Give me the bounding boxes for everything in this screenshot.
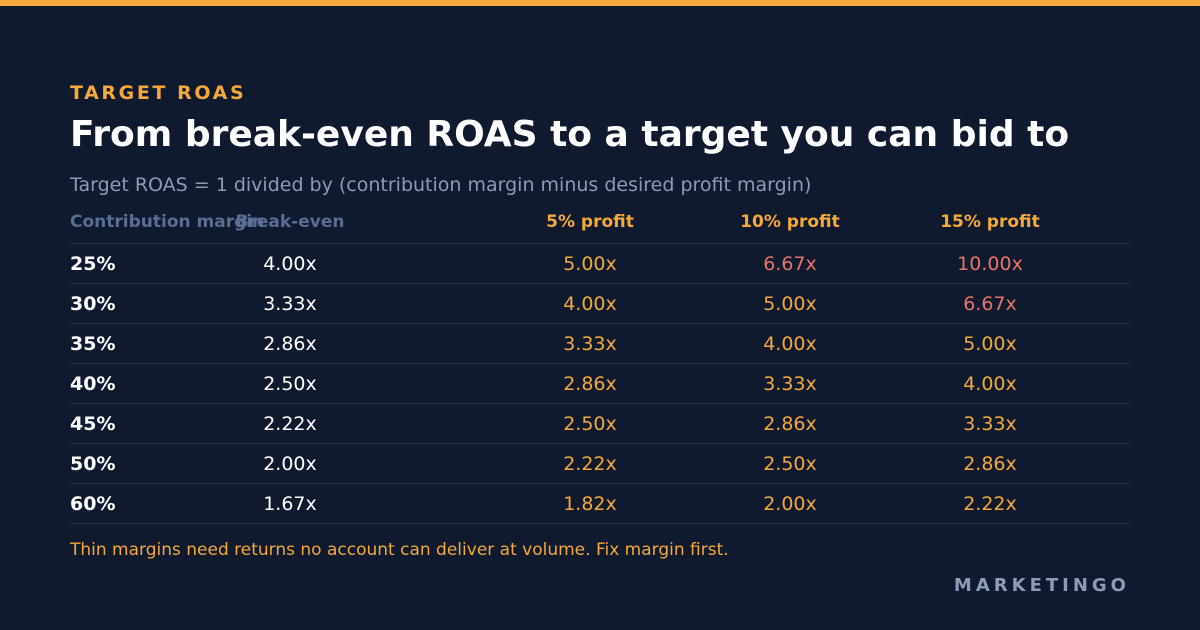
break-even-cell: 1.67x [263,493,317,515]
footnote: Thin margins need returns no account can… [70,540,729,560]
target-roas-cell: 2.50x [563,413,617,435]
eyebrow-label: TARGET ROAS [70,82,247,104]
target-roas-cell: 6.67x [763,253,817,275]
target-roas-cell: 2.22x [963,493,1017,515]
table-row: 35% 2.86x 3.33x 4.00x 5.00x [70,324,1130,364]
target-roas-cell: 2.00x [763,493,817,515]
margin-cell: 40% [70,373,116,395]
target-roas-cell: 2.22x [563,453,617,475]
margin-cell: 60% [70,493,116,515]
column-header-break-even: Break-even [235,212,345,232]
margin-cell: 35% [70,333,116,355]
target-roas-cell: 2.50x [763,453,817,475]
margin-cell: 30% [70,293,116,315]
table-header-row: Contribution margin Break-even 5% profit… [70,204,1130,244]
break-even-cell: 3.33x [263,293,317,315]
break-even-cell: 2.22x [263,413,317,435]
page-subtitle: Target ROAS = 1 divided by (contribution… [70,174,812,196]
break-even-cell: 4.00x [263,253,317,275]
target-roas-cell: 6.67x [963,293,1017,315]
target-roas-cell: 5.00x [763,293,817,315]
target-roas-cell: 4.00x [563,293,617,315]
target-roas-cell: 10.00x [957,253,1023,275]
column-header-10-profit: 10% profit [740,212,840,232]
top-accent-bar [0,0,1200,6]
target-roas-cell: 3.33x [763,373,817,395]
column-header-5-profit: 5% profit [546,212,634,232]
break-even-cell: 2.86x [263,333,317,355]
margin-cell: 45% [70,413,116,435]
table-row: 30% 3.33x 4.00x 5.00x 6.67x [70,284,1130,324]
break-even-cell: 2.00x [263,453,317,475]
table-row: 45% 2.22x 2.50x 2.86x 3.33x [70,404,1130,444]
target-roas-cell: 2.86x [563,373,617,395]
table-row: 40% 2.50x 2.86x 3.33x 4.00x [70,364,1130,404]
target-roas-cell: 4.00x [963,373,1017,395]
target-roas-cell: 5.00x [963,333,1017,355]
margin-cell: 50% [70,453,116,475]
target-roas-cell: 3.33x [963,413,1017,435]
target-roas-cell: 5.00x [563,253,617,275]
brand-logo-text: MARKETINGO [953,575,1130,596]
target-roas-cell: 4.00x [763,333,817,355]
target-roas-cell: 2.86x [963,453,1017,475]
table-row: 60% 1.67x 1.82x 2.00x 2.22x [70,484,1130,524]
break-even-cell: 2.50x [263,373,317,395]
column-header-15-profit: 15% profit [940,212,1040,232]
roas-table: Contribution margin Break-even 5% profit… [70,204,1130,524]
target-roas-cell: 2.86x [763,413,817,435]
margin-cell: 25% [70,253,116,275]
target-roas-cell: 1.82x [563,493,617,515]
table-body: 25% 4.00x 5.00x 6.67x 10.00x 30% 3.33x 4.00x 5.0… [70,244,1130,524]
target-roas-cell: 3.33x [563,333,617,355]
column-header-contribution-margin: Contribution margin [70,212,265,232]
table-row: 25% 4.00x 5.00x 6.67x 10.00x [70,244,1130,284]
page-title: From break-even ROAS to a target you can… [70,114,1070,155]
table-row: 50% 2.00x 2.22x 2.50x 2.86x [70,444,1130,484]
